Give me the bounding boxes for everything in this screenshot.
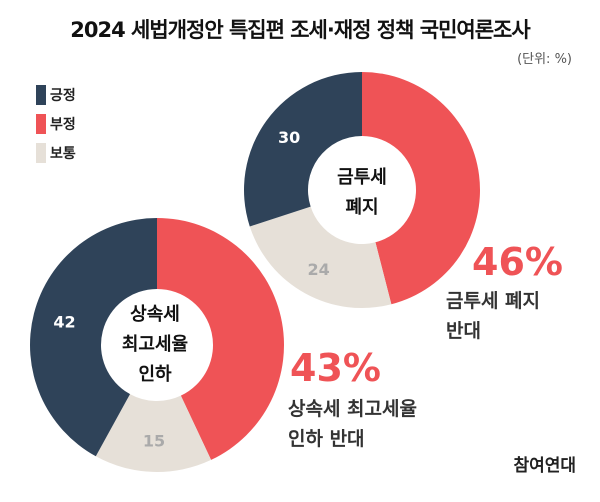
legend-item-neutral: 보통: [36, 138, 76, 167]
legend-label: 부정: [50, 116, 76, 133]
legend-swatch: [36, 84, 46, 105]
legend-swatch: [36, 142, 46, 163]
chart-title: 2024 세법개정안 특집편 조세·재정 정책 국민여론조사: [70, 18, 530, 42]
donut2-highlight: 43%: [290, 346, 381, 390]
legend-label: 보통: [50, 145, 76, 162]
donut2-highlight-desc: 상속세 최고세율 인하 반대: [288, 398, 417, 450]
legend-item-positive: 긍정: [36, 80, 76, 109]
brand-logo: 참여연대: [513, 456, 576, 476]
donut2-slice-보통: [95, 394, 212, 472]
legend-label: 긍정: [50, 87, 76, 104]
donut1-slice-보통: [249, 206, 392, 309]
legend-swatch: [36, 113, 46, 134]
donut1-highlight: 46%: [472, 240, 563, 284]
legend-item-negative: 부정: [36, 109, 76, 138]
donut2-label-보통: 15: [143, 431, 165, 450]
donut1-highlight-desc: 금투세 폐지 반대: [446, 290, 541, 342]
donut1-label-긍정: 30: [278, 128, 300, 147]
legend: 긍정 부정 보통: [36, 80, 76, 167]
donut2-slice-부정: [157, 218, 284, 460]
donut2-label-긍정: 42: [53, 312, 75, 331]
donut1-slice-긍정: [244, 72, 362, 227]
donut1-slice-부정: [362, 72, 481, 305]
donut1-center-label: 금투세 폐지: [337, 167, 387, 218]
donut1-label-보통: 24: [308, 260, 330, 279]
unit-label: (단위: %): [517, 52, 572, 67]
donut2-slice-긍정: [30, 218, 157, 457]
donut2-center-label: 상속세 최고세율 인하: [121, 304, 189, 385]
